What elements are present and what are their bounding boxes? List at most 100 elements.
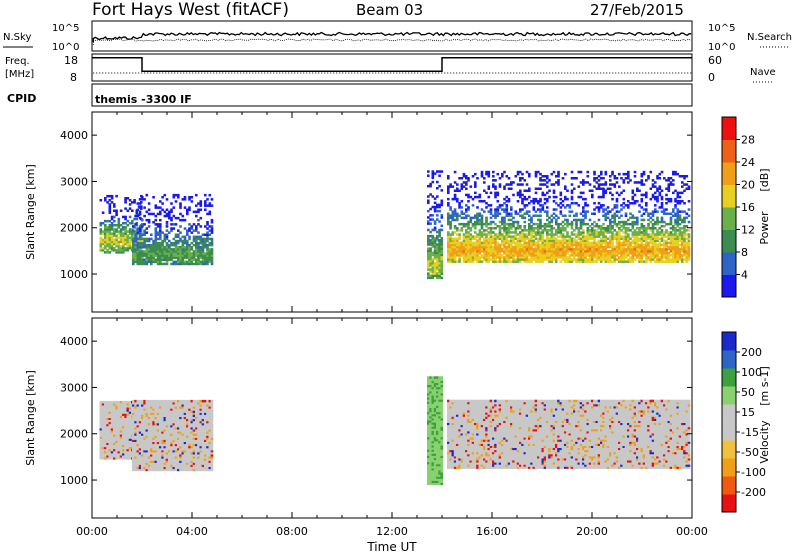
data-cell	[539, 172, 542, 176]
data-cell	[447, 237, 450, 240]
data-cell	[602, 177, 605, 180]
data-cell	[487, 187, 491, 190]
data-cell	[665, 260, 668, 263]
data-cell	[492, 227, 495, 230]
data-cell	[539, 245, 542, 249]
data-cell	[467, 258, 470, 261]
data-cell	[110, 409, 114, 412]
data-cell	[117, 242, 121, 246]
data-cell	[170, 410, 173, 413]
data-cell	[604, 247, 608, 251]
data-cell	[210, 241, 214, 245]
data-cell	[530, 254, 533, 257]
data-cell	[99, 400, 103, 404]
data-cell	[124, 199, 127, 202]
data-cell	[676, 208, 680, 211]
data-cell	[624, 227, 628, 230]
data-cell	[110, 403, 114, 406]
data-cell	[582, 183, 585, 186]
data-cell	[471, 260, 475, 263]
data-cell	[172, 412, 176, 415]
data-cell	[483, 254, 486, 257]
data-cell	[122, 417, 125, 420]
data-cell	[122, 403, 125, 406]
data-cell	[436, 203, 439, 207]
data-cell	[183, 468, 187, 472]
data-cell	[620, 208, 623, 211]
data-cell	[631, 254, 635, 257]
data-cell	[557, 231, 560, 234]
data-cell	[138, 427, 142, 430]
data-cell	[579, 222, 583, 226]
data-cell	[124, 207, 127, 210]
data-cell	[512, 239, 515, 242]
data-cell	[161, 466, 164, 470]
data-cell	[546, 258, 549, 261]
data-cell	[534, 260, 538, 263]
data-cell	[168, 431, 171, 434]
data-cell	[498, 206, 502, 209]
colorbar-tick-label: 12	[741, 224, 755, 237]
data-cell	[165, 254, 169, 257]
data-cell	[487, 233, 491, 236]
data-cell	[577, 218, 581, 222]
data-cell	[141, 241, 144, 245]
data-cell	[174, 445, 178, 449]
data-cell	[633, 193, 637, 197]
data-cell	[159, 414, 162, 417]
data-cell	[667, 254, 671, 257]
data-cell	[436, 266, 439, 269]
data-cell	[665, 229, 668, 232]
data-cell	[681, 227, 684, 230]
data-cell	[604, 239, 608, 242]
data-cell	[530, 216, 533, 220]
data-cell	[447, 233, 450, 236]
data-cell	[99, 236, 103, 239]
data-cell	[188, 198, 191, 201]
data-cell	[104, 446, 107, 450]
data-cell	[181, 435, 185, 438]
data-cell	[633, 233, 637, 236]
data-cell	[539, 227, 542, 230]
data-cell	[611, 235, 614, 238]
data-cell	[143, 458, 146, 461]
data-cell	[602, 204, 605, 207]
data-cell	[555, 237, 558, 240]
data-cell	[156, 441, 160, 445]
data-cell	[570, 245, 574, 249]
data-cell	[618, 237, 621, 240]
data-cell	[507, 212, 511, 215]
data-cell	[489, 191, 493, 195]
data-cell	[674, 218, 677, 222]
data-cell	[588, 243, 592, 247]
data-cell	[163, 410, 167, 413]
data-cell	[584, 247, 587, 251]
data-cell	[179, 237, 182, 241]
data-cell	[99, 199, 103, 202]
data-cell	[492, 254, 495, 257]
data-cell	[494, 237, 497, 240]
data-cell	[165, 437, 169, 440]
data-cell	[134, 433, 137, 436]
data-cell	[593, 220, 596, 224]
data-cell	[512, 231, 515, 234]
data-cell	[163, 250, 167, 253]
data-cell	[618, 193, 621, 197]
data-cell	[165, 248, 169, 251]
data-cell	[523, 245, 527, 249]
data-cell	[537, 256, 540, 259]
data-cell	[604, 241, 608, 245]
data-cell	[622, 179, 626, 182]
data-cell	[147, 431, 151, 434]
data-cell	[512, 250, 515, 253]
data-cell	[99, 403, 103, 406]
data-cell	[514, 252, 518, 255]
data-cell	[561, 243, 565, 247]
data-cell	[110, 236, 114, 239]
data-cell	[440, 201, 444, 205]
data-cell	[161, 429, 164, 432]
data-cell	[177, 437, 180, 440]
data-cell	[456, 254, 459, 257]
data-cell	[521, 197, 524, 201]
data-cell	[528, 243, 531, 247]
